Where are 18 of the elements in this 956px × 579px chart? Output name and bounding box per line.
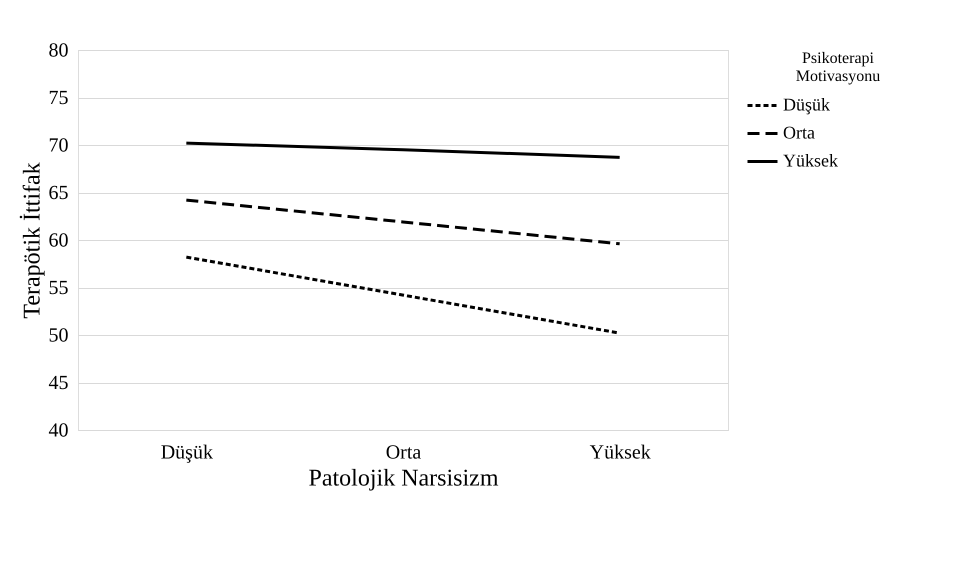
y-tick-label: 70 <box>48 134 68 156</box>
legend-label: Yüksek <box>783 150 838 170</box>
y-tick-label: 75 <box>48 87 68 109</box>
y-tick-label: 60 <box>48 230 68 252</box>
y-tick-label: 50 <box>48 324 68 346</box>
legend-title: Psikoterapi Motivasyonu <box>796 50 880 85</box>
x-tick-label: Yüksek <box>590 442 651 464</box>
y-tick-label: 55 <box>48 277 68 299</box>
y-tick-label: 45 <box>48 372 68 394</box>
y-tick-label: 80 <box>48 40 68 62</box>
x-tick-label: Orta <box>386 442 422 464</box>
legend-label: Orta <box>783 122 815 142</box>
y-tick-label: 40 <box>48 420 68 442</box>
x-tick-label: Düşük <box>160 442 213 464</box>
y-tick-label: 65 <box>48 182 68 204</box>
y-axis-title: Terapötik İttifak <box>20 162 46 319</box>
legend-label: Düşük <box>783 94 830 114</box>
x-axis-title: Patolojik Narsisizm <box>308 466 499 492</box>
